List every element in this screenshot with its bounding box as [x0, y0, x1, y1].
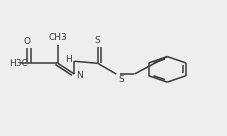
Text: O: O	[24, 37, 31, 46]
Text: S: S	[94, 36, 100, 45]
Text: N: N	[76, 71, 83, 80]
Text: H: H	[65, 55, 71, 64]
Text: S: S	[118, 75, 123, 84]
Text: H3C: H3C	[9, 59, 27, 68]
Text: CH3: CH3	[48, 33, 67, 42]
